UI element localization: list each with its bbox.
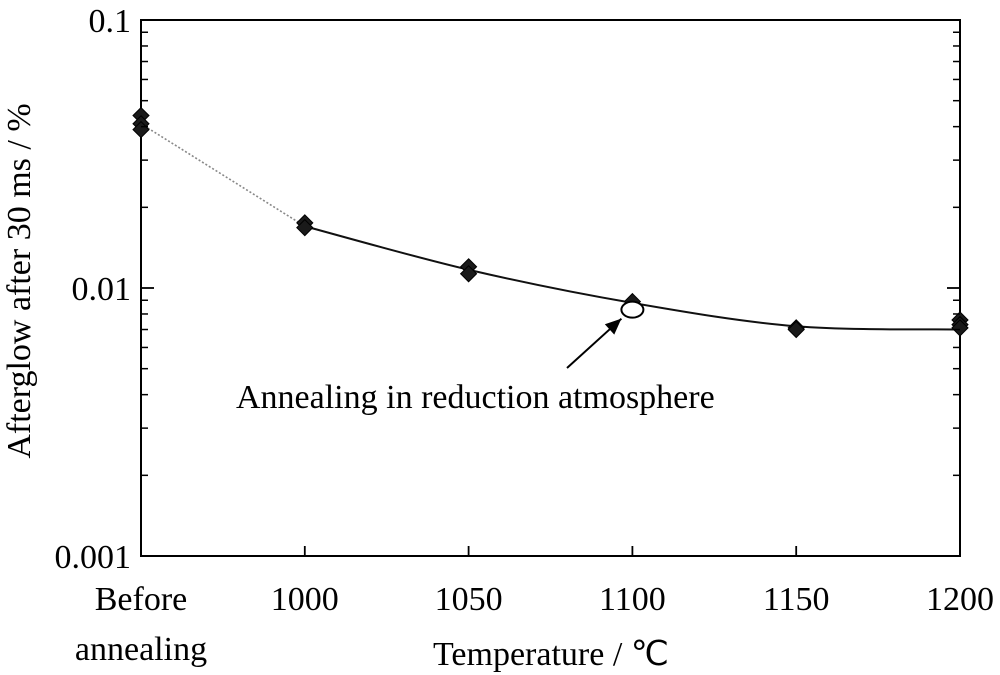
annotation-text: Annealing in reduction atmosphere — [236, 379, 715, 416]
y-tick-label: 0.1 — [89, 3, 132, 40]
x-tick-label: annealing — [75, 631, 207, 668]
data-markers — [132, 106, 969, 339]
data-point-diamond — [296, 218, 314, 237]
x-axis-title: Temperature / ℃ — [433, 636, 669, 673]
trend-line-dotted — [140, 123, 306, 227]
annotation-arrow-head — [604, 318, 622, 335]
axes: Temperature / ℃ Afterglow after 30 ms / … — [1, 3, 994, 673]
x-tick-label: 1200 — [926, 581, 994, 618]
data-point-diamond — [787, 320, 805, 339]
trend-line-layer — [140, 123, 961, 331]
annotation-layer: Annealing in reduction atmosphere — [236, 317, 715, 416]
x-tick-label: Before — [95, 581, 188, 618]
data-point-diamond — [459, 265, 478, 283]
y-tick-label: 0.001 — [55, 539, 132, 576]
x-tick-label: 1150 — [763, 581, 830, 618]
y-axis-title: Afterglow after 30 ms / % — [1, 103, 38, 458]
y-tick-label: 0.01 — [72, 271, 132, 308]
data-point-diamond — [951, 319, 969, 337]
special-point-open-circle — [620, 300, 645, 319]
x-tick-label: 1100 — [599, 581, 666, 618]
x-tick-label: 1000 — [271, 581, 339, 618]
x-tick-label: 1050 — [435, 581, 503, 618]
